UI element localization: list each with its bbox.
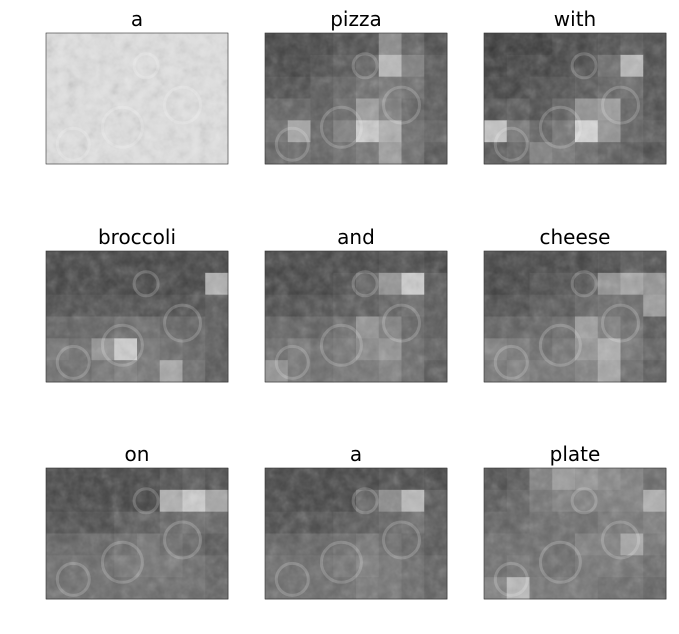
pasta-ring (382, 85, 421, 125)
pasta-ring (100, 540, 144, 584)
pasta-ring (132, 487, 160, 515)
panel-frame (264, 32, 448, 165)
image-texture (484, 33, 666, 164)
attention-panel: on (45, 442, 229, 600)
attention-panel: pizza (264, 7, 448, 165)
attention-panel: with (483, 7, 667, 165)
panel-title: and (337, 225, 375, 249)
pasta-ring (601, 520, 640, 560)
pasta-ring (570, 270, 598, 298)
panel-frame (264, 467, 448, 600)
image-texture (265, 468, 447, 599)
panel-frame (264, 250, 448, 383)
panel-title: a (350, 442, 362, 466)
image-texture (484, 468, 666, 599)
pasta-ring (493, 126, 529, 162)
pasta-ring (274, 126, 310, 162)
pasta-ring (601, 85, 640, 125)
image-texture (265, 33, 447, 164)
attention-panel: cheese (483, 225, 667, 383)
image-texture (484, 251, 666, 382)
pasta-ring (100, 105, 144, 149)
attention-panel: and (264, 225, 448, 383)
pasta-ring (351, 487, 379, 515)
attention-panel: a (45, 7, 229, 165)
pasta-ring (55, 126, 91, 162)
pasta-ring (163, 303, 202, 343)
panel-title: pizza (330, 7, 382, 31)
pasta-ring (538, 540, 582, 584)
image-texture (46, 468, 228, 599)
attention-panel: broccoli (45, 225, 229, 383)
pasta-ring (319, 323, 363, 367)
pasta-ring (319, 105, 363, 149)
pasta-ring (351, 270, 379, 298)
panel-title: broccoli (98, 225, 176, 249)
image-texture (46, 33, 228, 164)
pasta-ring (319, 540, 363, 584)
pasta-ring (493, 561, 529, 597)
pasta-ring (274, 561, 310, 597)
pasta-ring (493, 344, 529, 380)
pasta-ring (163, 85, 202, 125)
panel-frame (483, 250, 667, 383)
image-texture (265, 251, 447, 382)
pasta-ring (538, 323, 582, 367)
pasta-ring (163, 520, 202, 560)
panel-frame (483, 32, 667, 165)
attention-panel: plate (483, 442, 667, 600)
panel-title: plate (550, 442, 601, 466)
panel-title: a (131, 7, 143, 31)
pasta-ring (351, 52, 379, 80)
pasta-ring (100, 323, 144, 367)
panel-frame (483, 467, 667, 600)
pasta-ring (538, 105, 582, 149)
pasta-ring (55, 561, 91, 597)
pasta-ring (132, 270, 160, 298)
pasta-ring (382, 303, 421, 343)
pasta-ring (132, 52, 160, 80)
pasta-ring (382, 520, 421, 560)
pasta-ring (55, 344, 91, 380)
panel-frame (45, 250, 229, 383)
panel-title: cheese (539, 225, 610, 249)
pasta-ring (274, 344, 310, 380)
image-texture (46, 251, 228, 382)
pasta-ring (601, 303, 640, 343)
pasta-ring (570, 487, 598, 515)
pasta-ring (570, 52, 598, 80)
panel-title: with (554, 7, 596, 31)
panel-title: on (125, 442, 150, 466)
attention-panel: a (264, 442, 448, 600)
panel-frame (45, 467, 229, 600)
panel-frame (45, 32, 229, 165)
